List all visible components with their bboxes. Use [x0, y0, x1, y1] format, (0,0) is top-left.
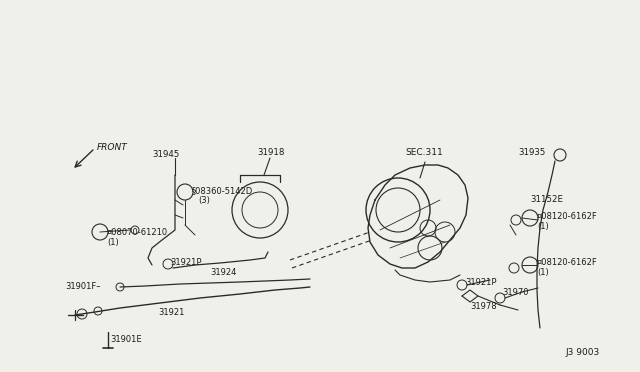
Text: (3): (3) — [198, 196, 210, 205]
Text: 31978: 31978 — [470, 302, 497, 311]
Text: 31901E: 31901E — [110, 335, 141, 344]
Text: (1): (1) — [537, 268, 548, 277]
Text: ¤08120-6162F: ¤08120-6162F — [537, 212, 598, 221]
Text: 31921P: 31921P — [465, 278, 497, 287]
Text: 31918: 31918 — [257, 148, 284, 157]
Text: (1): (1) — [537, 222, 548, 231]
Text: 31945: 31945 — [152, 150, 179, 159]
Text: SEC.311: SEC.311 — [405, 148, 443, 157]
Text: 31921P: 31921P — [170, 258, 202, 267]
Text: (1): (1) — [107, 238, 119, 247]
Text: ¤08120-6162F: ¤08120-6162F — [537, 258, 598, 267]
Text: FRONT: FRONT — [97, 143, 128, 152]
Text: 31152E: 31152E — [530, 195, 563, 204]
Text: §08360-5142D: §08360-5142D — [192, 186, 253, 195]
Text: 31935: 31935 — [518, 148, 545, 157]
Text: 31901F–: 31901F– — [65, 282, 100, 291]
Text: 31924: 31924 — [210, 268, 236, 277]
Text: 31970: 31970 — [502, 288, 529, 297]
Text: J3 9003: J3 9003 — [565, 348, 599, 357]
Text: ¤08070-61210: ¤08070-61210 — [107, 228, 168, 237]
Text: 31921: 31921 — [158, 308, 184, 317]
